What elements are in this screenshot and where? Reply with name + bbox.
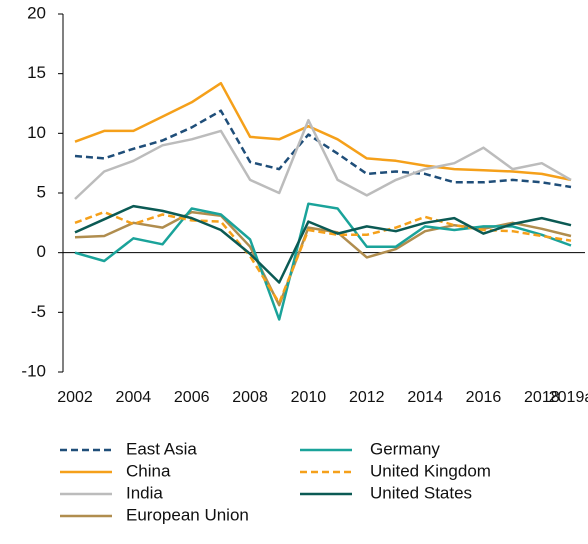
series-line — [74, 81, 572, 182]
y-tick-label: 5 — [37, 182, 46, 201]
y-tick-label: 15 — [27, 63, 46, 82]
legend-label: United States — [370, 483, 472, 502]
series-line — [74, 210, 572, 305]
x-tick-label: 2016 — [466, 389, 502, 406]
x-tick-label: 2018 — [524, 389, 560, 406]
y-tick-label: 20 — [27, 3, 46, 22]
legend-label: East Asia — [126, 439, 197, 458]
x-tick-label: 2006 — [174, 389, 210, 406]
legend-label: India — [126, 483, 163, 502]
legend-label: China — [126, 461, 171, 480]
series-line — [74, 210, 572, 307]
series-line — [74, 118, 572, 200]
legend-label: European Union — [126, 505, 249, 524]
x-tick-label: 2008 — [232, 389, 268, 406]
legend-label: United Kingdom — [370, 461, 491, 480]
y-tick-label: 0 — [37, 242, 46, 261]
x-tick-label: 2010 — [291, 389, 327, 406]
y-tick-label: -10 — [21, 361, 46, 380]
y-tick-label: -5 — [31, 302, 46, 321]
series-line — [74, 204, 572, 284]
y-tick-label: 10 — [27, 123, 46, 142]
x-tick-label: 2004 — [116, 389, 152, 406]
x-tick-label: 2014 — [407, 389, 443, 406]
legend-label: Germany — [370, 439, 440, 458]
series-line — [74, 202, 572, 321]
x-tick-label: 2002 — [57, 389, 93, 406]
x-tick-label: 2012 — [349, 389, 385, 406]
x-tick-label: 2019a — [549, 389, 588, 406]
